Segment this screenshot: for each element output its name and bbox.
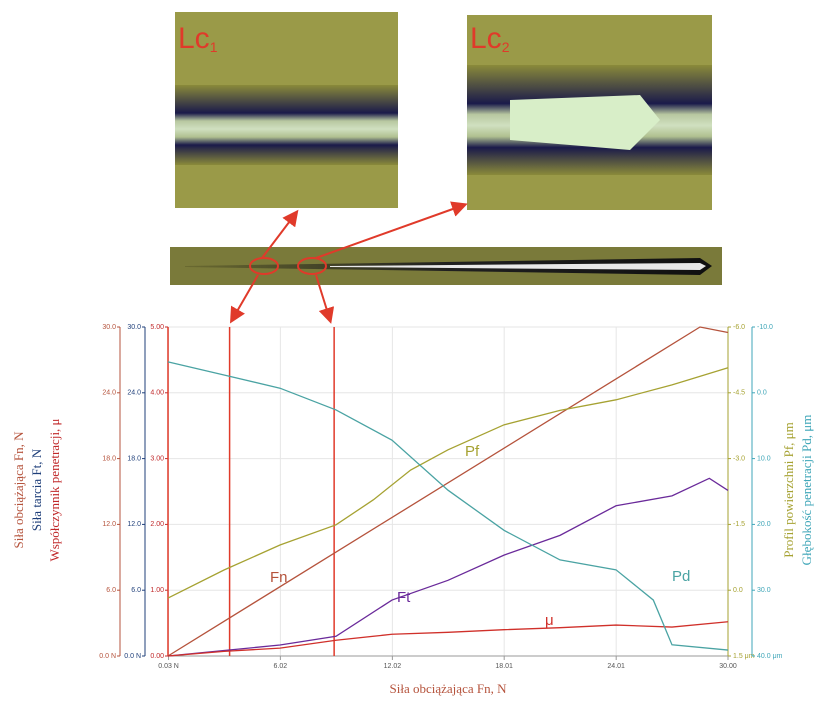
series-label: Pd <box>672 568 690 585</box>
y-tick-label: 24.0 <box>102 390 116 397</box>
x-tick-label: 6.02 <box>274 663 288 670</box>
series-line <box>167 326 729 657</box>
y-tick-label: -6.0 <box>733 324 745 331</box>
y-tick-label: 0.0 <box>733 587 743 594</box>
y-tick-label: -10.0 <box>757 324 773 331</box>
series-label: Ft <box>397 589 411 606</box>
series-label: Fn <box>270 569 288 586</box>
micrograph-2 <box>467 15 712 210</box>
micrograph-1 <box>175 12 398 208</box>
series-label: Pf <box>465 443 480 460</box>
y-tick-label: 0.0 N <box>99 653 116 660</box>
scratch-strip <box>170 247 722 285</box>
series-label: μ <box>545 612 554 629</box>
y-tick-label: 6.0 <box>131 587 141 594</box>
x-tick-label: 24.01 <box>607 663 625 670</box>
y-tick-label: -4.5 <box>733 390 745 397</box>
series-line <box>167 361 729 651</box>
y-tick-label: 6.0 <box>106 587 116 594</box>
y-axis-title: Głębokość penetracji Pd, μm <box>799 415 814 566</box>
y-tick-label: 30.0 <box>757 587 771 594</box>
y-tick-label: 40.0 μm <box>757 653 783 660</box>
y-tick-label: 20.0 <box>757 521 771 528</box>
y-tick-label: 18.0 <box>102 455 116 462</box>
y-tick-label: 5.00 <box>150 324 164 331</box>
y-tick-label: 30.0 <box>102 324 116 331</box>
x-axis-title: Siła obciążająca Fn, N <box>390 681 508 696</box>
label-text: Lc <box>178 22 210 55</box>
x-tick-label: 0.03 N <box>158 663 179 670</box>
y-tick-label: 30.0 <box>127 324 141 331</box>
y-tick-label: 18.0 <box>127 455 141 462</box>
y-tick-label: 0.0 <box>757 390 767 397</box>
y-tick-label: 0.00 <box>150 653 164 660</box>
y-axis-title: Profil powierzchni Pf, μm <box>781 422 796 558</box>
y-tick-label: 12.0 <box>102 521 116 528</box>
micrograph-label: Lc2 <box>470 22 510 55</box>
series-line <box>167 621 729 657</box>
y-tick-label: 0.0 N <box>124 653 141 660</box>
series-line <box>167 477 729 657</box>
y-tick-label: -1.5 <box>733 521 745 528</box>
label-subscript: 2 <box>502 39 510 55</box>
y-axis-title: Siła obciążająca Fn, N <box>11 431 26 549</box>
y-tick-label: 24.0 <box>127 390 141 397</box>
y-axis-title: Siła tarcia Ft, N <box>29 448 44 531</box>
y-axis-title: Współczynnik penetracji, μ <box>47 418 62 561</box>
y-tick-label: -3.0 <box>733 455 745 462</box>
series-line <box>167 367 729 599</box>
arrows <box>229 201 468 324</box>
y-tick-label: 12.0 <box>127 521 141 528</box>
y-tick-label: 1.5 μm <box>733 653 755 660</box>
y-tick-label: 2.00 <box>150 521 164 528</box>
x-tick-label: 30.00 <box>719 663 737 670</box>
y-tick-label: 10.0 <box>757 455 771 462</box>
micrograph-label: Lc1 <box>178 22 218 55</box>
y-tick-label: 1.00 <box>150 587 164 594</box>
x-tick-label: 18.01 <box>495 663 513 670</box>
label-text: Lc <box>470 22 502 55</box>
y-tick-label: 3.00 <box>150 455 164 462</box>
label-subscript: 1 <box>210 39 218 55</box>
y-tick-label: 4.00 <box>150 390 164 397</box>
x-tick-label: 12.02 <box>384 663 402 670</box>
